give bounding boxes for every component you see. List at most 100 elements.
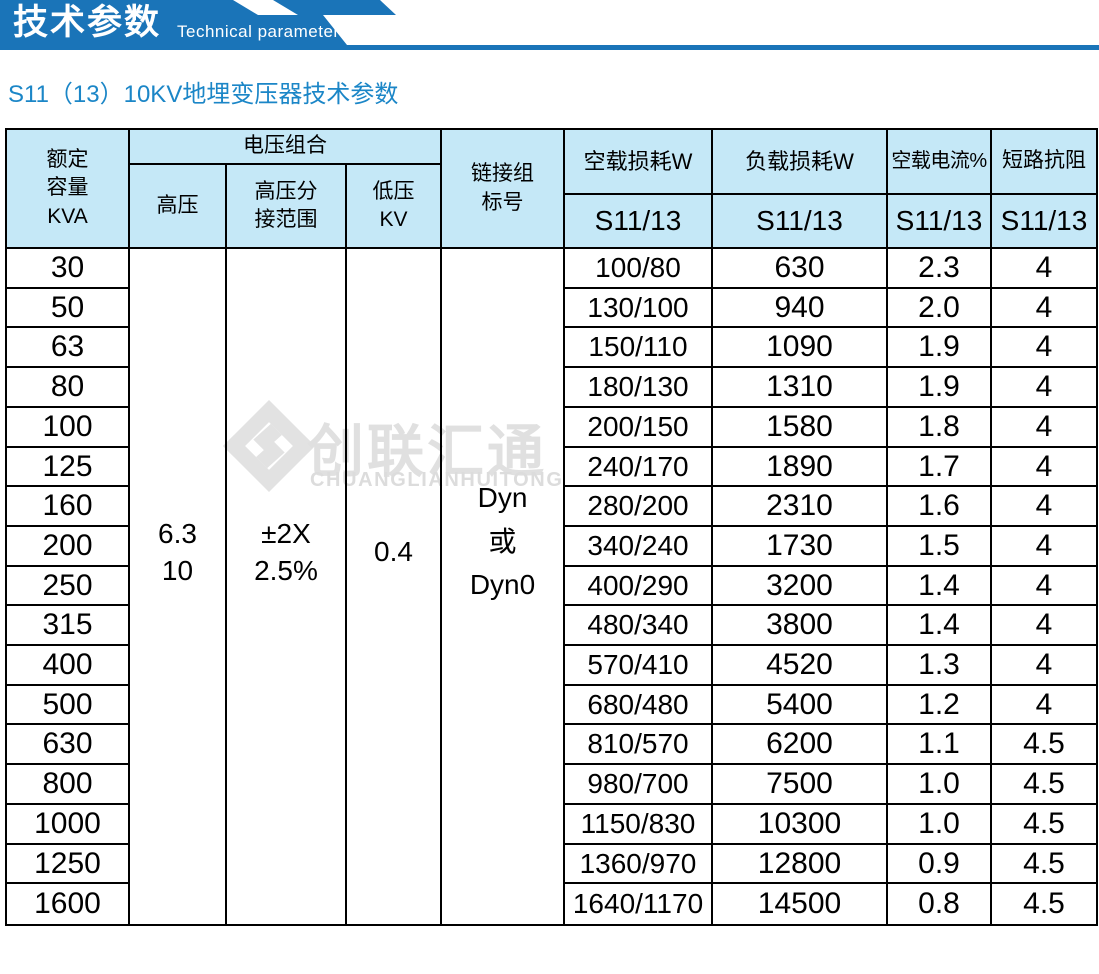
cell-no-load-current: 1.3 [888, 646, 992, 686]
header-hv-tap-range: 高压分 接范围 [227, 165, 347, 249]
header-impedance: 短路抗阻 [992, 130, 1096, 195]
cell-no-load-current: 1.9 [888, 368, 992, 408]
cell-no-load-current: 1.4 [888, 567, 992, 606]
cell-impedance: 4 [992, 368, 1096, 408]
cell-no-load-loss: 480/340 [565, 606, 713, 646]
cell-load-loss: 1310 [713, 368, 888, 408]
cell-no-load-loss: 980/700 [565, 765, 713, 805]
cell-no-load-loss: 150/110 [565, 328, 713, 368]
cell-hv-merged: 6.3 10 [130, 249, 227, 924]
cell-load-loss: 1090 [713, 328, 888, 368]
banner-ribbon-shape [0, 0, 1099, 50]
cell-no-load-loss: 680/480 [565, 686, 713, 725]
cell-hv-tap-merged: ±2X 2.5% [227, 249, 347, 924]
cell-kva: 50 [7, 289, 130, 328]
cell-impedance: 4 [992, 527, 1096, 567]
cell-impedance: 4 [992, 606, 1096, 646]
watermark-text-en: CHUANGLIANHUITONG [310, 469, 564, 491]
parameters-table: 创联汇通 CHUANGLIANHUITONG 额定 容量 KVA 电压组合 高压… [5, 128, 1098, 926]
cell-load-loss: 3200 [713, 567, 888, 606]
cell-no-load-loss: 280/200 [565, 487, 713, 527]
header-load-loss: 负载损耗W [713, 130, 888, 195]
cell-no-load-current: 2.0 [888, 289, 992, 328]
cell-no-load-loss: 130/100 [565, 289, 713, 328]
cell-no-load-current: 1.8 [888, 408, 992, 448]
cell-no-load-current: 1.5 [888, 527, 992, 567]
cell-kva: 30 [7, 249, 130, 289]
cell-kva: 315 [7, 606, 130, 646]
cell-no-load-loss: 1150/830 [565, 805, 713, 845]
banner-title: 技术参数 [13, 3, 162, 42]
cell-kva: 125 [7, 448, 130, 487]
cell-kva: 500 [7, 686, 130, 725]
cell-kva: 800 [7, 765, 130, 805]
banner-subtitle: Technical parameter [177, 22, 340, 41]
cell-no-load-loss: 570/410 [565, 646, 713, 686]
header-vector-group: 链接组 标号 [442, 130, 565, 249]
cell-no-load-current: 0.9 [888, 845, 992, 884]
header-lv: 低压 KV [347, 165, 442, 249]
cell-impedance: 4 [992, 646, 1096, 686]
header-no-load-current: 空载电流% [888, 130, 992, 195]
cell-load-loss: 1890 [713, 448, 888, 487]
cell-load-loss: 5400 [713, 686, 888, 725]
cell-no-load-loss: 240/170 [565, 448, 713, 487]
cell-no-load-current: 1.0 [888, 805, 992, 845]
cell-kva: 250 [7, 567, 130, 606]
cell-no-load-loss: 100/80 [565, 249, 713, 289]
cell-no-load-loss: 340/240 [565, 527, 713, 567]
cell-load-loss: 1730 [713, 527, 888, 567]
cell-vector-group-merged: Dyn 或 Dyn0 [442, 249, 565, 924]
cell-load-loss: 12800 [713, 845, 888, 884]
cell-impedance: 4 [992, 487, 1096, 527]
cell-impedance: 4 [992, 328, 1096, 368]
header-voltage-group: 电压组合 [130, 130, 442, 165]
cell-load-loss: 10300 [713, 805, 888, 845]
cell-kva: 63 [7, 328, 130, 368]
cell-no-load-current: 1.0 [888, 765, 992, 805]
cell-no-load-current: 1.9 [888, 328, 992, 368]
cell-load-loss: 1580 [713, 408, 888, 448]
cell-impedance: 4 [992, 289, 1096, 328]
cell-no-load-loss: 200/150 [565, 408, 713, 448]
cell-kva: 630 [7, 725, 130, 765]
cell-load-loss: 630 [713, 249, 888, 289]
page-title: S11（13）10KV地埋变压器技术参数 [8, 81, 399, 108]
cell-no-load-current: 1.7 [888, 448, 992, 487]
cell-no-load-current: 1.4 [888, 606, 992, 646]
header-hv: 高压 [130, 165, 227, 249]
cell-no-load-current: 1.6 [888, 487, 992, 527]
cell-load-loss: 3800 [713, 606, 888, 646]
cell-impedance: 4.5 [992, 725, 1096, 765]
cell-kva: 200 [7, 527, 130, 567]
cell-no-load-current: 1.1 [888, 725, 992, 765]
cell-impedance: 4 [992, 408, 1096, 448]
header-sub-impedance: S11/13 [992, 195, 1096, 249]
cell-kva: 100 [7, 408, 130, 448]
cell-impedance: 4.5 [992, 765, 1096, 805]
cell-impedance: 4.5 [1023, 887, 1065, 920]
watermark-logo-icon [223, 400, 315, 492]
header-rated-capacity: 额定 容量 KVA [7, 130, 130, 249]
cell-load-loss: 2310 [713, 487, 888, 527]
cell-kva: 400 [7, 646, 130, 686]
cell-no-load-loss: 810/570 [565, 725, 713, 765]
cell-kva: 80 [7, 368, 130, 408]
cell-kva: 160 [7, 487, 130, 527]
cell-load-loss: 14500 [713, 884, 888, 924]
header-sub-no-load-loss: S11/13 [565, 195, 713, 249]
cell-lv-merged: 0.4 [347, 249, 442, 924]
cell-no-load-current: 2.3 [888, 249, 992, 289]
cell-impedance: 4.5 [992, 845, 1096, 884]
cell-no-load-loss: 180/130 [565, 368, 713, 408]
cell-impedance: 4 [992, 686, 1096, 725]
header-no-load-loss: 空载损耗W [565, 130, 713, 195]
cell-load-loss: 940 [713, 289, 888, 328]
cell-no-load-current: 1.2 [888, 686, 992, 725]
cell-kva: 1600 [7, 884, 130, 924]
header-sub-load-loss: S11/13 [713, 195, 888, 249]
cell-no-load-loss: 1640/1170 [565, 884, 713, 924]
cell-kva: 1250 [7, 845, 130, 884]
cell-no-load-current: 0.8 [888, 884, 992, 924]
